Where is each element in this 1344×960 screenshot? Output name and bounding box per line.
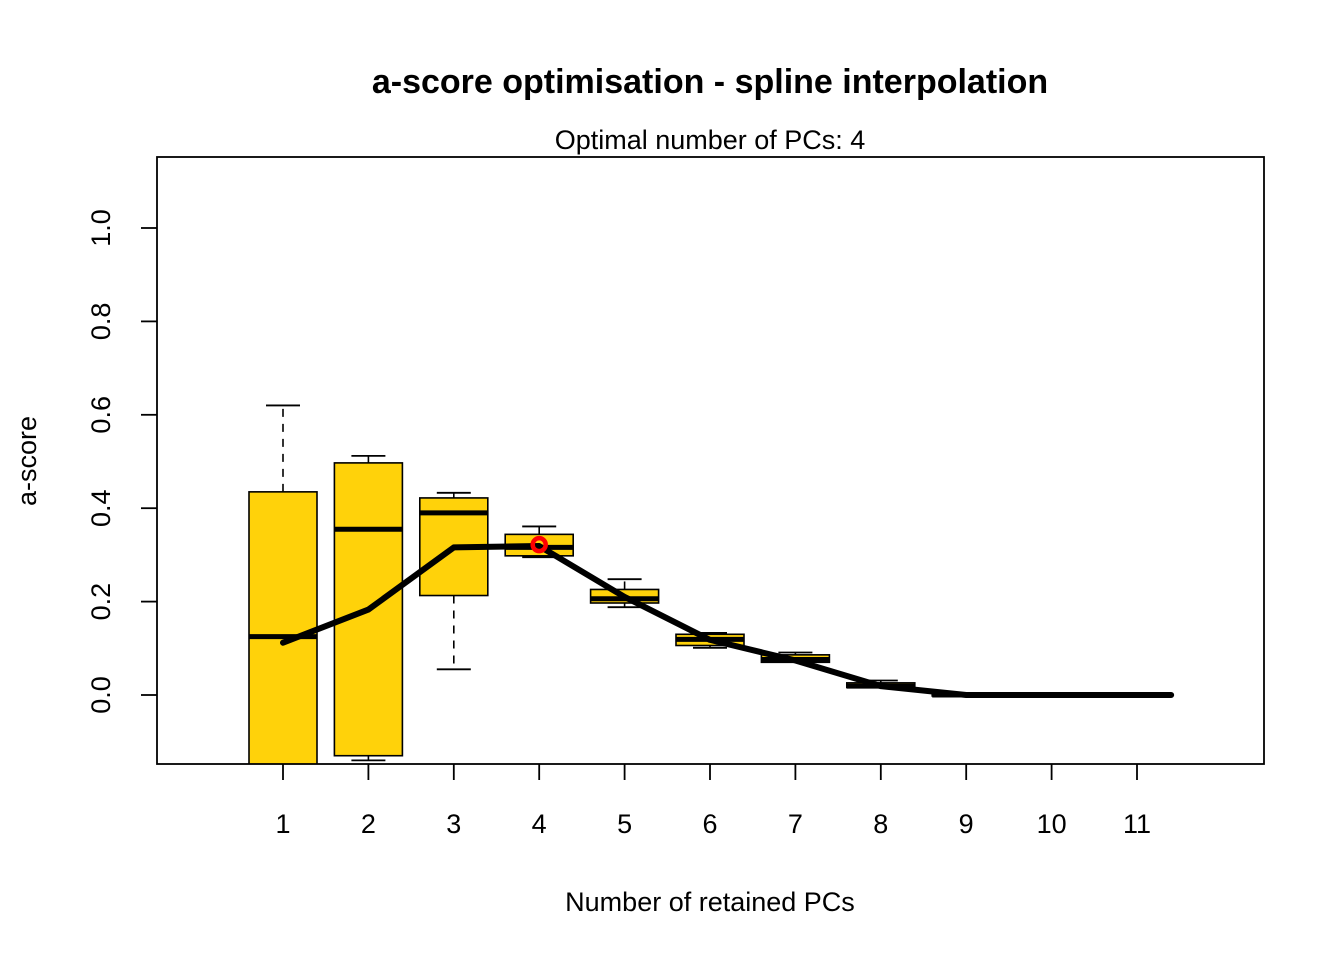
x-tick-label: 7 (788, 809, 803, 839)
chart-title: a-score optimisation - spline interpolat… (372, 63, 1048, 101)
x-tick-label: 2 (361, 809, 376, 839)
x-tick-label: 4 (532, 809, 547, 839)
x-axis-label: Number of retained PCs (565, 887, 855, 917)
y-axis-label: a-score (12, 416, 42, 506)
x-tick-label: 11 (1123, 809, 1151, 839)
x-tick-label: 6 (702, 809, 717, 839)
x-tick-label: 3 (446, 809, 461, 839)
plot-frame (156, 156, 1265, 765)
x-tick-label: 1 (275, 809, 290, 839)
y-tick-label: 0.2 (86, 583, 116, 621)
x-tick-label: 10 (1037, 809, 1067, 839)
x-tick-label: 8 (873, 809, 888, 839)
chart-subtitle: Optimal number of PCs: 4 (555, 125, 866, 155)
y-tick-label: 0.6 (86, 396, 116, 434)
plot-area: 1 2 3 4 5 6 7 8 9 10 11 0.0 0.2 0.4 0.6 0.8 1.0 (86, 156, 1265, 839)
y-tick-label: 0.4 (86, 489, 116, 527)
y-tick-label: 0.8 (86, 303, 116, 341)
spline-line (280, 543, 1175, 698)
plot-clip-group (248, 404, 1175, 764)
y-tick-label: 1.0 (86, 209, 116, 247)
optimum-marker (530, 535, 548, 554)
y-tick-label: 0.0 (86, 676, 116, 714)
x-tick-label: 9 (959, 809, 974, 839)
x-tick-label: 5 (617, 809, 632, 839)
